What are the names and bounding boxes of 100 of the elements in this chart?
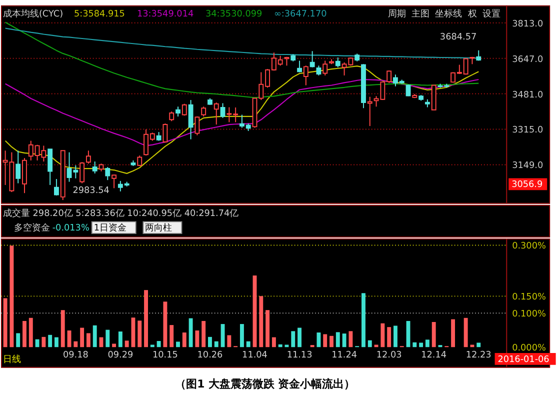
bar: [80, 328, 84, 348]
y-tick-label: 3481.0: [512, 90, 544, 100]
bar: [202, 320, 206, 348]
text: 5:3584.915: [74, 9, 125, 20]
candlestick: [322, 60, 328, 76]
bar: [291, 331, 296, 348]
bar: [266, 310, 270, 348]
bar: [150, 344, 154, 348]
candlestick: [48, 148, 53, 186]
y-tick-label: 3149.0: [512, 161, 544, 172]
bar: [387, 327, 392, 348]
candlestick: [214, 102, 219, 126]
candlestick: [137, 155, 142, 166]
bar: [92, 325, 97, 348]
bar: [432, 322, 436, 348]
bar: [163, 302, 168, 348]
annotation: 权: [467, 8, 478, 20]
annotation: 2983.54: [72, 186, 110, 196]
y-tick-label: 0.000%: [512, 344, 546, 354]
candlestick: [162, 122, 168, 143]
bar: [144, 290, 148, 348]
bar: [464, 318, 468, 348]
candlestick: [194, 116, 200, 136]
annotation: 主图: [412, 8, 430, 20]
text: 3056.9: [512, 180, 543, 190]
bar: [16, 333, 20, 348]
candlestick: [201, 106, 206, 117]
bar: [278, 344, 282, 348]
candlestick: [367, 96, 372, 127]
candlestick: [220, 102, 226, 118]
candlestick: [188, 100, 194, 140]
bar: [22, 320, 26, 348]
text: 2016-01-06: [498, 354, 550, 365]
y-tick-label: 0.150%: [512, 292, 546, 303]
bar: [227, 335, 232, 348]
bar: [470, 344, 474, 348]
candlestick: [316, 65, 322, 76]
bar: [336, 332, 340, 348]
candlestick: [16, 150, 21, 184]
candlestick: [176, 106, 180, 117]
bar: [10, 246, 14, 348]
candlestick: [182, 103, 187, 116]
candlestick: [169, 111, 174, 122]
line-series: [4, 22, 480, 98]
candlestick: [54, 178, 59, 196]
bar: [74, 341, 78, 348]
bar: [138, 320, 142, 348]
x-tick-label: 10.15: [152, 350, 178, 360]
candlestick: [22, 158, 27, 194]
bar: [182, 332, 186, 348]
bar: [214, 341, 218, 348]
bar: [176, 342, 180, 348]
text: 设置: [482, 8, 501, 20]
bar: [362, 293, 366, 348]
bar: [118, 331, 122, 348]
bar: [368, 340, 372, 348]
candlestick: [310, 50, 315, 68]
x-tick-label: 09.18: [62, 350, 89, 360]
bar: [316, 332, 321, 348]
text: -0.013%: [52, 224, 90, 234]
bar: [342, 334, 346, 348]
annotation: 周期: [388, 8, 406, 20]
bar: [48, 334, 52, 348]
bar: [259, 296, 264, 348]
annotation: 3684.57: [440, 32, 477, 42]
bar: [112, 344, 116, 348]
candlestick: [86, 150, 91, 164]
x-tick-label: 11.24: [332, 350, 358, 360]
candlestick: [92, 161, 98, 174]
text: 日线: [2, 354, 21, 365]
candlestick: [112, 174, 117, 189]
bar: [374, 344, 378, 348]
candlestick: [303, 65, 308, 86]
x-tick-label: 11.13: [286, 350, 312, 360]
x-tick-label: 12.03: [376, 350, 402, 360]
bar: [54, 337, 58, 348]
x-tick-label: 11.04: [242, 350, 268, 360]
bar: [106, 330, 110, 348]
bar: [124, 340, 129, 348]
bar: [419, 342, 424, 348]
bar: [60, 310, 65, 348]
bar: [156, 340, 161, 348]
bar: [240, 324, 244, 348]
y-tick-label: 0.100%: [512, 310, 546, 320]
text: 34:3530.099: [205, 9, 262, 20]
y-tick-label: 3315.0: [512, 126, 544, 136]
x-tick-label: 12.14: [421, 350, 447, 360]
text: 两向柱: [145, 222, 172, 234]
text: 13:3549.014: [136, 9, 194, 20]
bar: [42, 336, 46, 348]
bar: [323, 334, 328, 348]
chart-title: 多空资金: [14, 222, 50, 234]
bar: [393, 326, 398, 348]
candlestick: [335, 57, 340, 68]
candlestick: [80, 162, 85, 184]
bar: [86, 333, 90, 348]
bar: [298, 328, 302, 348]
bar: [3, 298, 8, 348]
bar: [380, 323, 385, 348]
x-tick-label: 09.29: [108, 350, 134, 360]
